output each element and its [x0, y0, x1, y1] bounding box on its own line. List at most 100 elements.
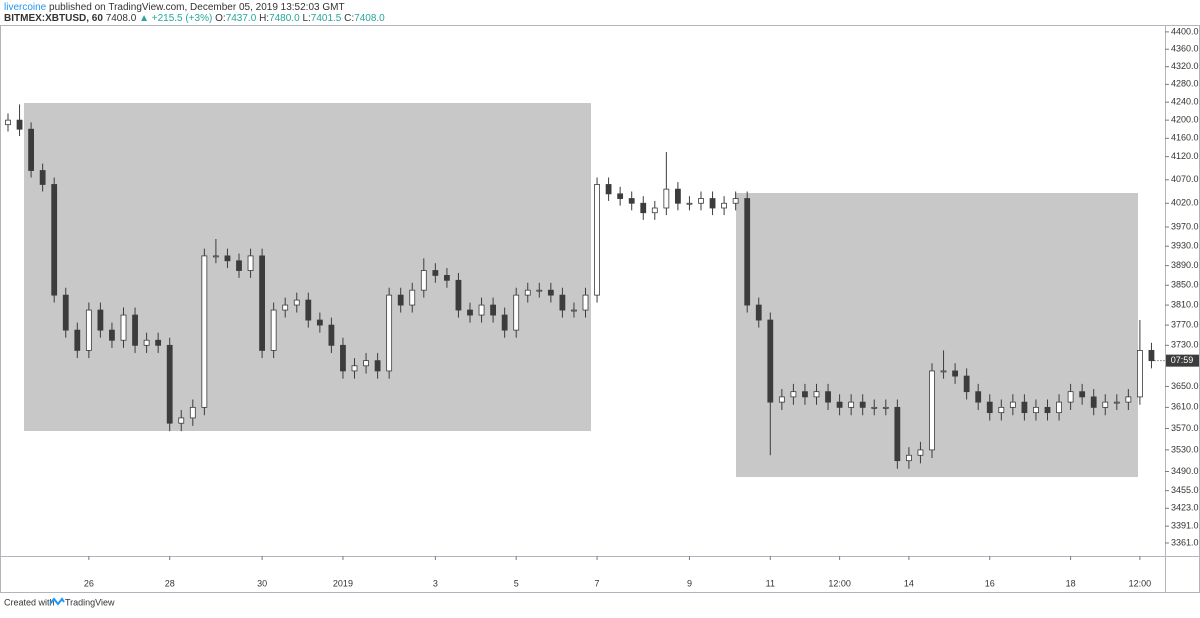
y-tick-label: 3610.0	[1171, 402, 1199, 412]
c-label: C:	[344, 13, 354, 24]
l-label: L:	[302, 13, 310, 24]
y-tick-label: 4400.0	[1171, 26, 1199, 36]
candle-body	[1102, 401, 1109, 408]
candle-body	[189, 406, 196, 419]
candle-body	[906, 454, 912, 462]
candle-body	[571, 309, 577, 312]
y-tick-label: 4020.0	[1171, 198, 1199, 208]
candle-body	[686, 202, 693, 205]
candle-body	[594, 184, 600, 296]
y-tick-label: 4240.0	[1171, 97, 1199, 107]
candle-body	[778, 396, 785, 403]
candle-body	[132, 314, 138, 346]
candle-body	[1009, 401, 1016, 408]
candle-body	[628, 198, 635, 204]
candle-body	[328, 324, 335, 346]
x-tick-label: 11	[766, 578, 775, 588]
candle-body	[825, 391, 831, 403]
candle-body	[28, 128, 35, 171]
logo	[49, 597, 65, 606]
candle-body	[397, 294, 404, 306]
candle-body	[374, 360, 381, 372]
candle-body	[97, 309, 104, 331]
candle-body	[882, 406, 889, 409]
y-tick-label: 3650.0	[1171, 381, 1199, 391]
candle-body	[1079, 391, 1086, 398]
candle-body	[963, 375, 970, 393]
candle-body	[155, 339, 162, 346]
y-tick-label: 4160.0	[1171, 133, 1199, 143]
candle-body	[409, 289, 416, 306]
candle-body	[1033, 406, 1039, 414]
candle-body	[5, 119, 11, 126]
candle-body	[998, 406, 1005, 414]
candle-body	[663, 188, 670, 209]
candle-body	[1148, 350, 1155, 362]
y-tick-label: 3530.0	[1171, 444, 1199, 454]
candle-body	[617, 193, 624, 199]
candle-body	[443, 275, 450, 281]
symbol: BITMEX:XBTUSD, 60	[4, 13, 103, 24]
x-tick-label: 3	[433, 578, 438, 588]
candle-body	[848, 401, 855, 408]
candle-body	[16, 119, 23, 130]
candle-body	[802, 391, 808, 398]
candle-body	[270, 309, 277, 351]
y-tick-label: 3361.0	[1171, 537, 1199, 547]
candle-body	[952, 370, 958, 377]
y-tick-label: 3810.0	[1171, 299, 1199, 309]
y-tick-label: 3890.0	[1171, 260, 1199, 270]
y-tick-label: 3490.0	[1171, 466, 1199, 476]
candle-body	[247, 255, 254, 271]
candle-body	[859, 401, 866, 408]
candle-body	[420, 270, 427, 291]
y-tick-label: 3770.0	[1171, 319, 1199, 329]
candle-body	[236, 260, 242, 271]
candle-body	[293, 299, 300, 306]
candle-body	[940, 370, 947, 373]
candle-body	[432, 270, 439, 276]
candle-body	[120, 314, 127, 341]
y-tick-label: 3730.0	[1171, 340, 1199, 350]
footer-brand[interactable]: TradingView	[65, 597, 115, 607]
candle-body	[39, 170, 46, 185]
candle-body	[675, 188, 681, 204]
candle-body	[178, 417, 185, 424]
candle-body	[386, 294, 393, 372]
candle-body	[212, 255, 219, 258]
header-line-2: BITMEX:XBTUSD, 60 7408.0 ▲ +215.5 (+3%) …	[4, 13, 385, 24]
y-tick-label: 3850.0	[1171, 280, 1199, 290]
x-tick-label: 14	[904, 578, 914, 588]
y-tick-label: 3570.0	[1171, 423, 1199, 433]
candle-body	[1044, 406, 1051, 414]
candle-body	[894, 406, 901, 462]
candle-body	[536, 289, 543, 292]
y-tick-label: 4120.0	[1171, 151, 1199, 161]
x-tick-label: 16	[985, 578, 995, 588]
h-label: H:	[259, 13, 269, 24]
candle-body	[316, 319, 323, 326]
y-tick-label: 4360.0	[1171, 44, 1199, 54]
x-tick-label: 28	[165, 578, 175, 588]
candle-body	[975, 391, 982, 403]
candle-body	[790, 391, 797, 398]
last-price-label: 07:59	[1171, 355, 1194, 365]
candle-body	[1090, 396, 1097, 408]
candle-body	[929, 370, 935, 451]
candle-body	[85, 309, 92, 351]
candle-body	[986, 401, 993, 414]
candle-body	[166, 344, 173, 424]
y-tick-label: 4280.0	[1171, 79, 1199, 89]
candle-body	[1125, 396, 1132, 403]
candle-body	[109, 329, 115, 341]
last-price-box	[1166, 354, 1199, 367]
candle-body	[651, 207, 658, 214]
author[interactable]: livercoine	[4, 2, 47, 13]
candle-body	[351, 365, 358, 372]
candle-body	[74, 329, 81, 351]
candle-body	[143, 339, 150, 346]
footer-prefix: Created with	[4, 597, 55, 607]
candle-body	[363, 360, 369, 367]
candle-body	[467, 309, 473, 316]
